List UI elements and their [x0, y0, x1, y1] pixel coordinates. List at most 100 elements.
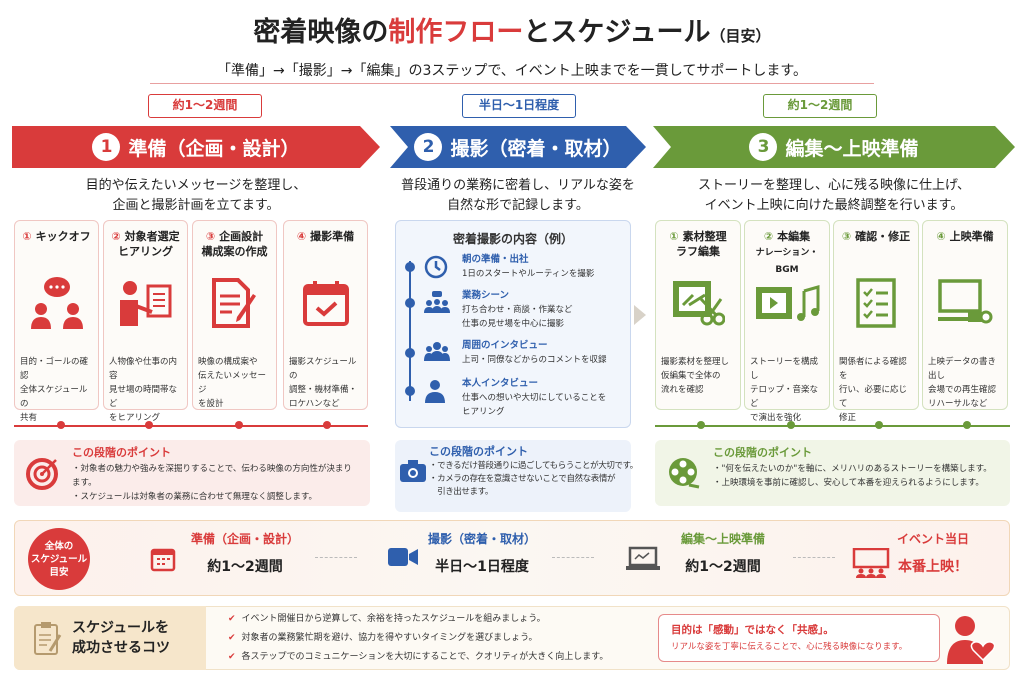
connector-dot	[963, 421, 971, 429]
shooting-item: 業務シーン 打ち合わせ・商談・作業など 仕事の見せ場を中心に撮影	[462, 290, 573, 329]
card-title: ④ 上映準備	[936, 230, 994, 243]
card-title: ① キックオフ	[22, 230, 91, 243]
card-title: ② 本編集 ナレーション・BGM	[755, 230, 819, 275]
camera-icon	[400, 460, 426, 482]
timeline-dot	[405, 298, 415, 308]
laptop-icon	[626, 546, 660, 576]
card-text: 関係者による確認を 行い、必要に応じて 修正	[839, 357, 908, 423]
schedule-label: 準備（企画・設計）	[190, 532, 299, 546]
person-heart-icon	[947, 616, 995, 664]
checklist-icon	[839, 263, 913, 343]
step3-task-card: ② 本編集 ナレーション・BGM ストーリーを構成し テロップ・音楽など で演出を強化	[744, 220, 830, 423]
step1-task-card: ③ 企画設計 構成案の作成 映像の構成案や 伝えたいメッセージ を設計	[192, 220, 277, 410]
film-music-icon	[750, 263, 824, 343]
step-banner-2: 2 撮影（密着・取材）	[390, 126, 646, 168]
film-reel-icon	[669, 458, 700, 489]
point-box-1: この段階のポイント ・対象者の魅力や強みを深掘りすることで、伝わる映像の方向性が…	[14, 440, 370, 506]
card-text: 上映データの書き出し 会場での再生確認 リハーサルなど	[928, 357, 997, 409]
dashed-arrow	[552, 557, 594, 558]
check-icon: ✔	[228, 652, 236, 662]
step1-task-card: ② 対象者選定 ヒアリング 人物像や仕事の内容 見せ場の時間帯など をヒアリング	[103, 220, 188, 423]
step-desc-1: 目的や伝えたいメッセージを整理し、 企画と撮影計画を立てます。	[85, 178, 307, 213]
schedule-value: 半日〜1日程度	[435, 559, 529, 575]
divider	[150, 83, 874, 84]
point-box-3: この段階のポイント ・"何を伝えたいのか"を軸に、メリハリのあるストーリーを構築…	[655, 440, 1010, 506]
card-title: ④ 撮影準備	[296, 230, 355, 243]
schedule-value: 約1〜2週間	[207, 559, 283, 575]
step-desc-3: ストーリーを整理し、心に残る映像に仕上げ、 イベント上映に向けた最終調整を行います…	[697, 178, 971, 213]
card-text: 目的・ゴールの確認 全体スケジュールの 共有	[20, 357, 89, 423]
step-desc-2: 普段通りの業務に密着し、リアルな姿を 自然な形で記録します。	[401, 178, 635, 213]
duration-badge-2: 半日〜1日程度	[462, 94, 576, 118]
screen-audience-icon	[852, 547, 890, 582]
connector-dot	[57, 421, 65, 429]
step1-task-card: ④ 撮影準備 撮影スケジュールの 調整・機材準備・ ロケハンなど	[283, 220, 368, 410]
card-text: ストーリーを構成し テロップ・音楽など で演出を強化	[750, 357, 819, 423]
projector-screen-icon	[928, 263, 1002, 343]
shooting-item: 本人インタビュー 仕事への想いや大切にしていることを ヒアリング	[462, 378, 607, 417]
shooting-item: 周囲のインタビュー 上司・同僚などからのコメントを収録	[462, 340, 607, 365]
schedule-band	[14, 520, 1010, 596]
tip-item: ✔ 各ステップでのコミュニケーションを大切にすることで、クオリティが大きく向上しま…	[228, 652, 609, 662]
step-banner-1: 1 準備（企画・設計）	[12, 126, 380, 168]
group-icon	[424, 341, 450, 365]
clock-icon	[424, 255, 448, 283]
schedule-label: 撮影（密着・取材）	[427, 532, 536, 546]
card-title: ① 素材整理 ラフ編集	[669, 230, 727, 258]
tips-list: ✔ イベント開催日から逆算して、余裕を持ったスケジュールを組みましょう。 ✔ 対象者…	[228, 610, 608, 667]
box-heading: 密着撮影の内容（例）	[452, 232, 573, 246]
shooting-content-box: 密着撮影の内容（例） 朝の準備・出社 1日のスタートやルーティンを撮影 業務シーン…	[395, 220, 631, 428]
card-text: 映像の構成案や 伝えたいメッセージ を設計	[198, 357, 267, 409]
calendar-icon	[150, 546, 176, 576]
connector-dot	[323, 421, 331, 429]
connector-line-3	[655, 425, 1010, 427]
connector-dot	[235, 421, 243, 429]
video-camera-icon	[388, 546, 418, 572]
step1-task-card: ① キックオフ 目的・ゴールの確認 全体スケジュールの 共有	[14, 220, 99, 423]
page-title: 密着映像の制作フローとスケジュール（目安）	[253, 17, 771, 48]
connector-line-1	[14, 425, 368, 427]
document-pen-icon	[198, 263, 271, 343]
schedule-badge: 全体の スケジュール 目安	[28, 528, 90, 590]
tip-item: ✔ 対象者の業務繁忙期を避け、協力を得やすいタイミングを選びましょう。	[228, 633, 538, 643]
card-title: ② 対象者選定 ヒアリング	[111, 230, 180, 258]
connector-dot	[697, 421, 705, 429]
schedule-label: 編集〜上映準備	[680, 532, 765, 546]
speech-bubble: 目的は「感動」ではなく「共感」。 リアルな姿を丁寧に伝えることで、心に残る映像に…	[658, 614, 940, 662]
timeline-dot	[405, 348, 415, 358]
dashed-arrow	[793, 557, 835, 558]
card-text: 撮影素材を整理し 仮編集で全体の 流れを確認	[661, 357, 730, 395]
check-icon: ✔	[228, 614, 236, 624]
step3-task-card: ④ 上映準備 上映データの書き出し 会場での再生確認 リハーサルなど	[922, 220, 1008, 410]
check-icon: ✔	[228, 633, 236, 643]
schedule-value: 本番上映！	[898, 559, 968, 575]
shooting-item: 朝の準備・出社 1日のスタートやルーティンを撮影	[462, 254, 595, 279]
step3-task-card: ① 素材整理 ラフ編集 撮影素材を整理し 仮編集で全体の 流れを確認	[655, 220, 741, 410]
film-scissors-icon	[661, 263, 735, 343]
card-text: 人物像や仕事の内容 見せ場の時間帯など をヒアリング	[109, 357, 178, 423]
subtitle: 「準備」→「撮影」→「編集」の3ステップで、イベント上映までを一貫してサポートし…	[217, 63, 807, 79]
schedule-label: イベント当日	[896, 532, 969, 546]
schedule-value: 約1〜2週間	[685, 559, 761, 575]
presenter-icon	[109, 263, 182, 343]
tips-title: スケジュールを 成功させるコツ	[14, 606, 206, 670]
timeline-dot	[405, 262, 415, 272]
card-title: ③ 確認・修正	[841, 230, 911, 243]
timeline-dot	[405, 386, 415, 396]
card-text: 撮影スケジュールの 調整・機材準備・ ロケハンなど	[289, 357, 358, 409]
clipboard-pen-icon	[34, 622, 62, 655]
point-box-2: この段階のポイント ・できるだけ普段通りに過ごしてもらうことが大切です。 ・カメラ…	[395, 440, 638, 512]
meeting-icon	[424, 291, 450, 317]
connector-dot	[145, 421, 153, 429]
flow-arrow-icon	[634, 305, 646, 325]
step-banner-3: 3 編集〜上映準備	[653, 126, 1015, 168]
target-icon	[26, 458, 58, 490]
duration-badge-3: 約1〜2週間	[763, 94, 877, 118]
timeline-line	[409, 261, 411, 401]
tip-item: ✔ イベント開催日から逆算して、余裕を持ったスケジュールを組みましょう。	[228, 614, 546, 624]
step3-task-card: ③ 確認・修正 関係者による確認を 行い、必要に応じて 修正	[833, 220, 919, 423]
person-icon	[424, 379, 446, 407]
connector-dot	[875, 421, 883, 429]
duration-badge-1: 約1〜2週間	[148, 94, 262, 118]
connector-dot	[787, 421, 795, 429]
